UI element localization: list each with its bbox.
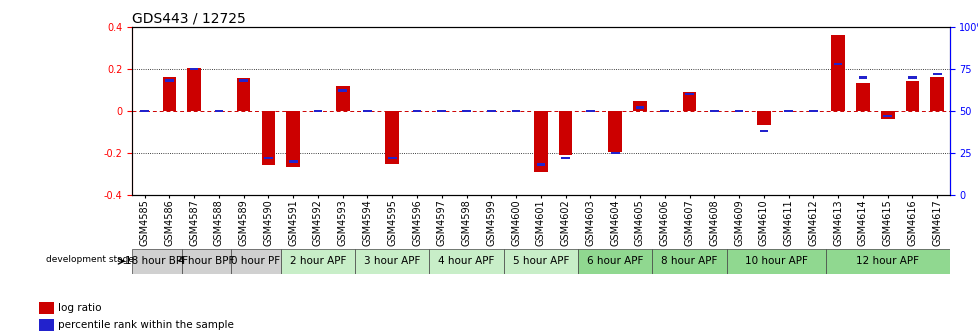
Bar: [560, 157, 569, 159]
Text: 5 hour APF: 5 hour APF: [512, 256, 568, 266]
Text: 0 hour PF: 0 hour PF: [231, 256, 281, 266]
Text: 2 hour APF: 2 hour APF: [289, 256, 346, 266]
Bar: [335, 86, 349, 111]
Text: percentile rank within the sample: percentile rank within the sample: [58, 320, 234, 330]
Text: 18 hour BPF: 18 hour BPF: [125, 256, 188, 266]
Bar: [187, 68, 200, 111]
Bar: [685, 93, 693, 95]
Text: 6 hour APF: 6 hour APF: [587, 256, 643, 266]
Text: 4 hour APF: 4 hour APF: [438, 256, 494, 266]
Bar: [261, 111, 275, 166]
Bar: [929, 77, 943, 111]
Bar: [709, 110, 718, 112]
Text: log ratio: log ratio: [58, 303, 102, 313]
Bar: [39, 319, 54, 331]
Text: GDS443 / 12725: GDS443 / 12725: [132, 12, 245, 26]
Bar: [759, 130, 768, 132]
Bar: [165, 79, 173, 82]
Bar: [536, 163, 545, 166]
Bar: [237, 78, 250, 111]
Bar: [534, 111, 547, 172]
Bar: [783, 110, 792, 112]
Bar: [833, 62, 842, 65]
Bar: [190, 68, 199, 70]
Bar: [808, 110, 817, 112]
Bar: [660, 110, 668, 112]
Bar: [610, 152, 619, 154]
Bar: [633, 101, 646, 111]
Bar: [486, 110, 495, 112]
Bar: [908, 76, 915, 79]
Bar: [231, 249, 281, 274]
Bar: [413, 110, 421, 112]
Bar: [355, 249, 429, 274]
Bar: [824, 249, 949, 274]
Bar: [607, 111, 621, 152]
Text: 8 hour APF: 8 hour APF: [661, 256, 717, 266]
Bar: [504, 249, 577, 274]
Bar: [905, 82, 918, 111]
Bar: [651, 249, 726, 274]
Bar: [577, 249, 651, 274]
Bar: [313, 110, 322, 112]
Bar: [756, 111, 770, 125]
Bar: [858, 76, 867, 79]
Bar: [682, 92, 695, 111]
Bar: [880, 111, 894, 119]
Bar: [281, 249, 355, 274]
Bar: [162, 77, 176, 111]
Bar: [338, 89, 347, 92]
Bar: [264, 157, 273, 159]
Bar: [385, 111, 399, 164]
Text: 10 hour APF: 10 hour APF: [744, 256, 807, 266]
Text: 3 hour APF: 3 hour APF: [364, 256, 420, 266]
Bar: [387, 157, 396, 159]
Bar: [429, 249, 504, 274]
Bar: [726, 249, 824, 274]
Bar: [214, 110, 223, 112]
Bar: [855, 83, 868, 111]
Bar: [882, 115, 891, 117]
Bar: [830, 35, 844, 111]
Bar: [287, 111, 299, 167]
Bar: [734, 110, 742, 112]
Bar: [511, 110, 520, 112]
Bar: [932, 73, 941, 75]
Bar: [363, 110, 372, 112]
Bar: [132, 249, 182, 274]
Bar: [140, 110, 149, 112]
Bar: [586, 110, 595, 112]
Bar: [182, 249, 231, 274]
Bar: [437, 110, 446, 112]
Text: 4 hour BPF: 4 hour BPF: [178, 256, 235, 266]
Bar: [239, 79, 247, 82]
Text: 12 hour APF: 12 hour APF: [856, 256, 918, 266]
Bar: [289, 160, 297, 163]
Text: development stage: development stage: [46, 255, 134, 264]
Bar: [462, 110, 470, 112]
Bar: [558, 111, 572, 155]
Bar: [39, 302, 54, 314]
Bar: [635, 106, 644, 109]
